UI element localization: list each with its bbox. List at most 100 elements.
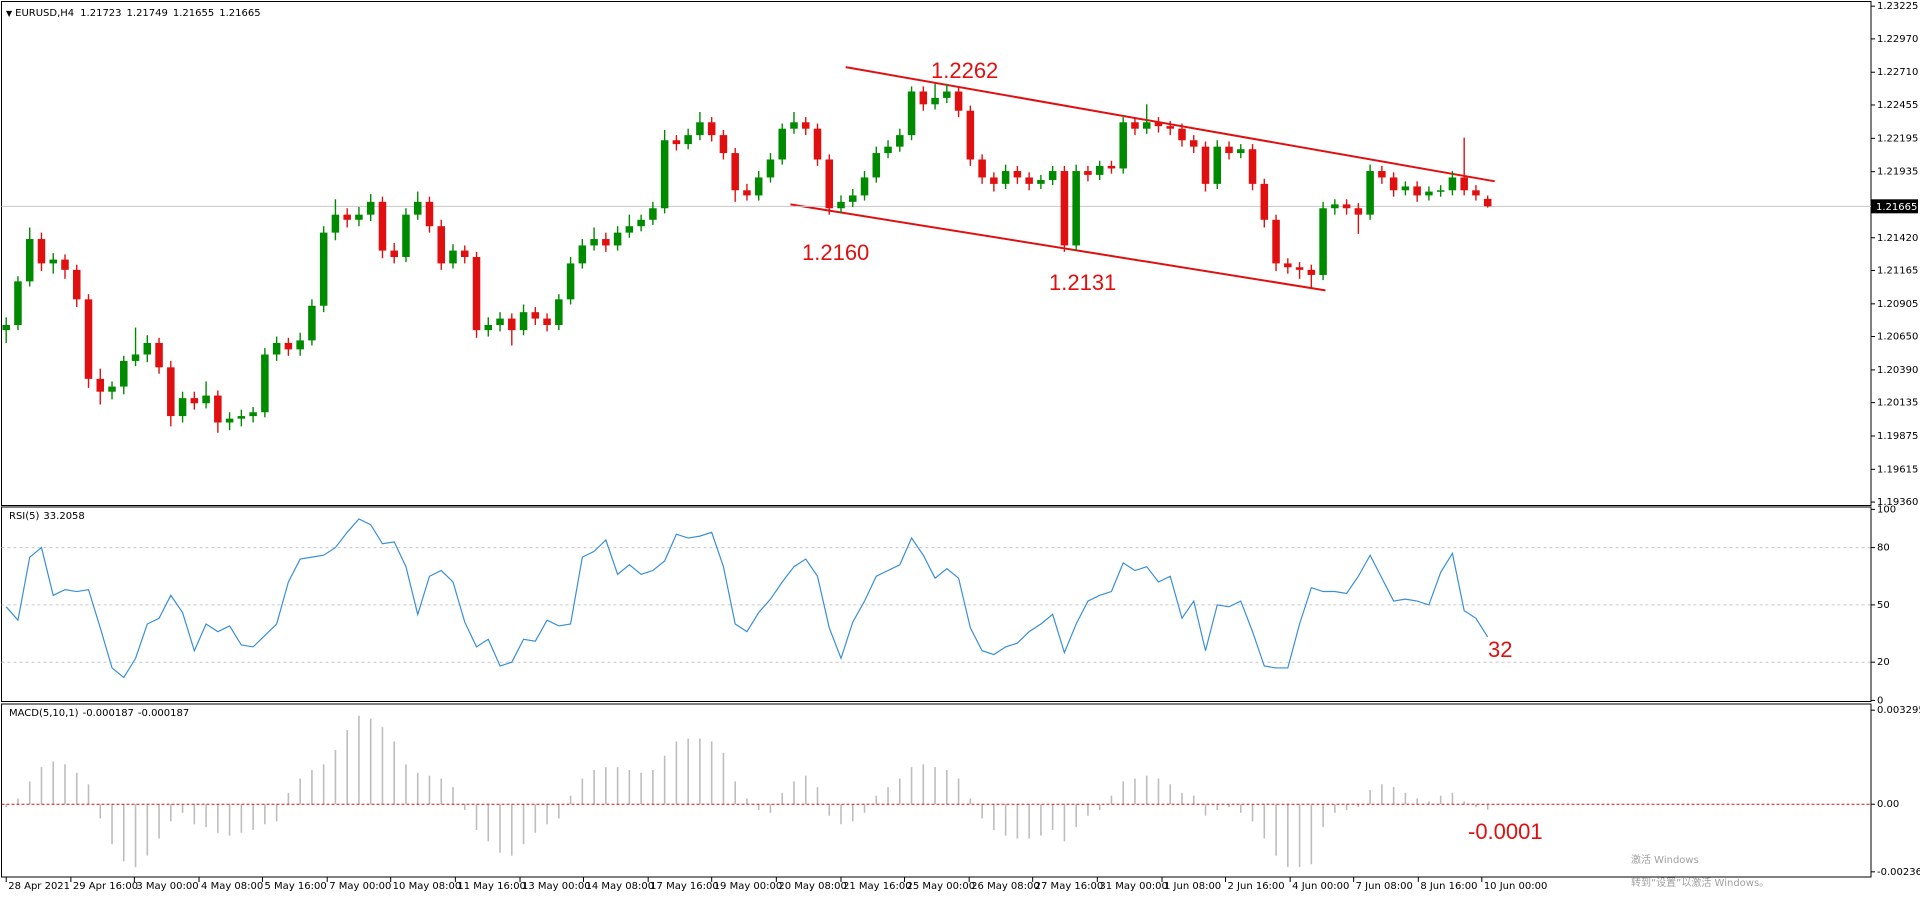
candle-body [167, 367, 175, 417]
candle-body [590, 239, 598, 246]
candle-body [261, 354, 269, 413]
x-tick-label: 19 May 00:00 [714, 881, 783, 892]
candle-body [754, 177, 763, 196]
x-tick-label: 25 May 00:00 [907, 881, 976, 892]
last-price-box [1871, 199, 1918, 214]
candle-body [849, 195, 857, 202]
x-tick-label: 29 Apr 16:00 [73, 881, 138, 892]
x-tick-label: 17 May 16:00 [650, 881, 719, 892]
x-tick-label: 5 May 16:00 [265, 881, 327, 892]
candle-body [508, 318, 516, 331]
candle-body [308, 305, 316, 341]
annotation: -0.0001 [1468, 819, 1543, 844]
candle-body [1460, 177, 1468, 191]
candle-body [1154, 122, 1163, 127]
y-tick-label: 1.23225 [1877, 1, 1918, 12]
y-tick-label: 1.19615 [1877, 464, 1918, 475]
candle-body [25, 239, 34, 282]
candle-body [1342, 204, 1351, 209]
candle-body [178, 398, 187, 417]
annotation: 1.2262 [931, 58, 998, 83]
candle-body [778, 128, 786, 160]
candle-body [566, 263, 575, 300]
candle-body [72, 269, 81, 300]
candle-body [990, 177, 998, 184]
y-tick-label: -0.002368 [1877, 867, 1920, 878]
candle-body [719, 135, 728, 154]
candle-body [943, 91, 951, 98]
candle-body [214, 395, 222, 423]
candle-body [1436, 190, 1445, 192]
candle-body [1178, 128, 1186, 141]
candle-body [707, 122, 716, 136]
candle-body [1001, 171, 1010, 184]
candle-body [413, 201, 422, 215]
candle-body [1213, 146, 1222, 184]
y-tick-label: 1.20390 [1877, 365, 1918, 376]
candle-body [249, 412, 257, 417]
rsi-name: RSI(5) [9, 511, 40, 522]
candle-body [378, 201, 387, 251]
candle-body [319, 232, 328, 306]
candle-body [366, 201, 375, 215]
candle-body [837, 201, 845, 209]
candle-body [1013, 171, 1022, 178]
candle-body [1401, 186, 1410, 191]
candle-body [1366, 171, 1374, 215]
y-tick-label: 1.20650 [1877, 332, 1918, 343]
candle-body [460, 250, 469, 257]
y-tick-label: 0 [1877, 695, 1883, 706]
y-tick-label: 1.22195 [1877, 133, 1918, 144]
y-tick-label: 1.22970 [1877, 34, 1918, 45]
x-tick-label: 14 May 08:00 [586, 881, 655, 892]
x-tick-label: 10 Jun 00:00 [1484, 881, 1548, 892]
candle-body [766, 159, 775, 178]
candle-body [84, 299, 93, 379]
candle-body [790, 122, 798, 129]
candle-body [1119, 122, 1127, 169]
candle-body [402, 214, 410, 257]
candle-body [14, 281, 22, 325]
x-tick-label: 26 May 08:00 [971, 881, 1040, 892]
candle-body [1048, 171, 1057, 181]
candle-body [825, 159, 834, 209]
macd-name: MACD(5,10,1) [9, 708, 79, 719]
x-tick-label: 8 Jun 16:00 [1420, 881, 1477, 892]
candle-body [602, 239, 610, 246]
price-panel [1, 1, 1872, 506]
candle-body [2, 324, 10, 331]
candle-body [1142, 122, 1151, 129]
x-tick-label: 31 May 00:00 [1099, 881, 1168, 892]
x-tick-label: 4 May 08:00 [201, 881, 263, 892]
candle-body [860, 177, 869, 196]
rsi-line [5, 518, 1489, 679]
candle-body [543, 318, 551, 325]
candle-body [731, 153, 739, 191]
candle-body [225, 418, 234, 423]
candle-body [1272, 219, 1280, 264]
quote-close: 1.21665 [219, 8, 260, 19]
trend-line [790, 203, 1326, 292]
y-tick-label: 1.22455 [1877, 100, 1918, 111]
candle-body [1295, 267, 1304, 270]
candle-body [355, 214, 363, 220]
y-tick-label: 20 [1877, 657, 1890, 668]
candle-body [1201, 146, 1210, 184]
candle-body [272, 342, 281, 355]
y-tick-label: 100 [1877, 504, 1896, 515]
candle-body [120, 360, 128, 387]
candle-body [343, 214, 351, 220]
y-tick-label: 80 [1877, 543, 1890, 554]
candle-body [1072, 171, 1080, 246]
annotation: 1.2160 [802, 240, 869, 265]
x-tick-label: 7 Jun 08:00 [1356, 881, 1413, 892]
quote-high: 1.21749 [127, 8, 168, 19]
candle-body [966, 110, 975, 160]
macd-current: -0.000187 [83, 708, 134, 719]
candle-body [190, 398, 199, 404]
candle-body [108, 386, 116, 392]
rsi-header: RSI(5) 33.2058 [9, 511, 85, 522]
candle-body [1319, 208, 1327, 275]
